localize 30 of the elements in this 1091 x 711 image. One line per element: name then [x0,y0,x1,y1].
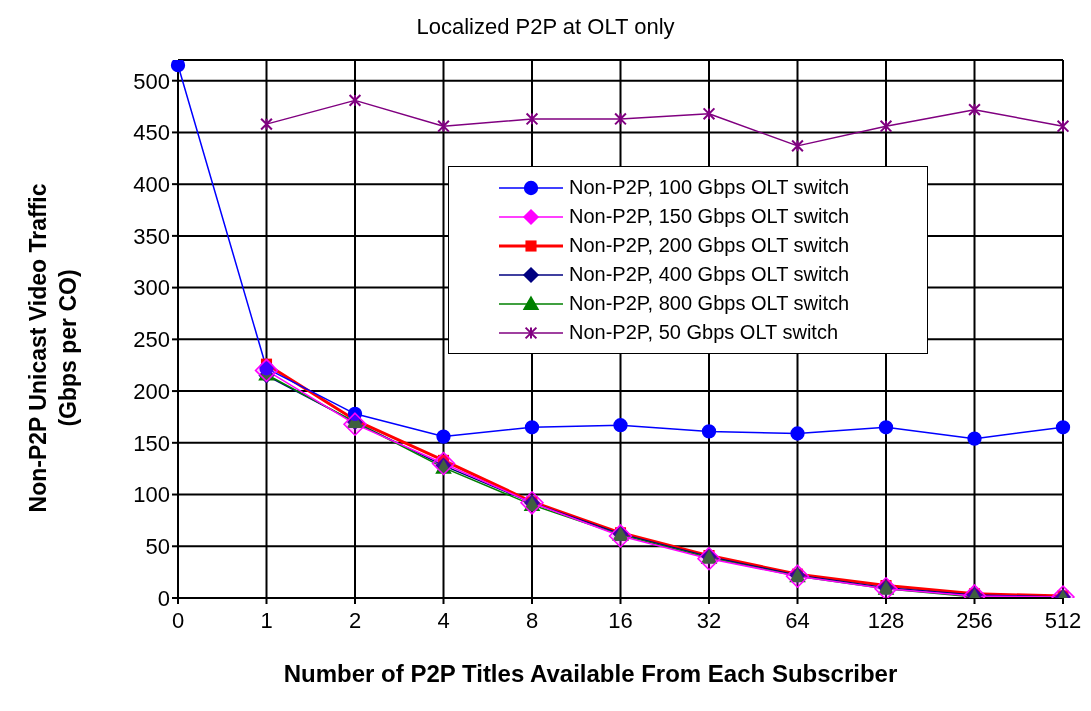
x-tick-label: 32 [696,607,722,633]
y-tick-label: 300 [133,275,170,301]
x-tick-label: 4 [437,607,450,633]
x-tick-label: 8 [525,607,539,633]
legend-label: Non-P2P, 150 Gbps OLT switch [569,205,850,228]
legend-label: Non-P2P, 50 Gbps OLT switch [569,321,839,344]
x-tick-label: 16 [608,607,633,633]
x-tick-label: 512 [1044,607,1082,633]
y-tick-label: 250 [133,327,170,353]
y-tick-label: 200 [133,378,170,404]
legend-label: Non-P2P, 100 Gbps OLT switch [569,176,850,199]
legend-label: Non-P2P, 400 Gbps OLT switch [569,263,850,286]
y-tick-label: 350 [133,223,170,249]
x-axis-title: Number of P2P Titles Available From Each Subscriber [282,660,899,688]
y-tick-label: 50 [145,534,170,560]
chart-title: Localized P2P at OLT only [415,14,676,40]
legend-label: Non-P2P, 800 Gbps OLT switch [569,292,850,315]
x-tick-label: 256 [956,607,993,633]
x-tick-label: 1 [260,607,273,633]
y-tick-label: 150 [133,430,170,456]
legend-label: Non-P2P, 200 Gbps OLT switch [569,234,850,257]
y-axis-title: Non-P2P Unicast Video Traffic (Gbps per CO) [24,183,82,513]
y-tick-label: 450 [133,120,170,146]
y-tick-label: 400 [133,171,170,197]
x-tick-label: 64 [785,607,810,633]
x-tick-label: 128 [867,607,905,633]
y-tick-label: 500 [133,68,170,94]
y-tick-label: 100 [133,482,170,508]
x-tick-label: 2 [348,607,362,633]
y-tick-label: 0 [157,585,170,611]
